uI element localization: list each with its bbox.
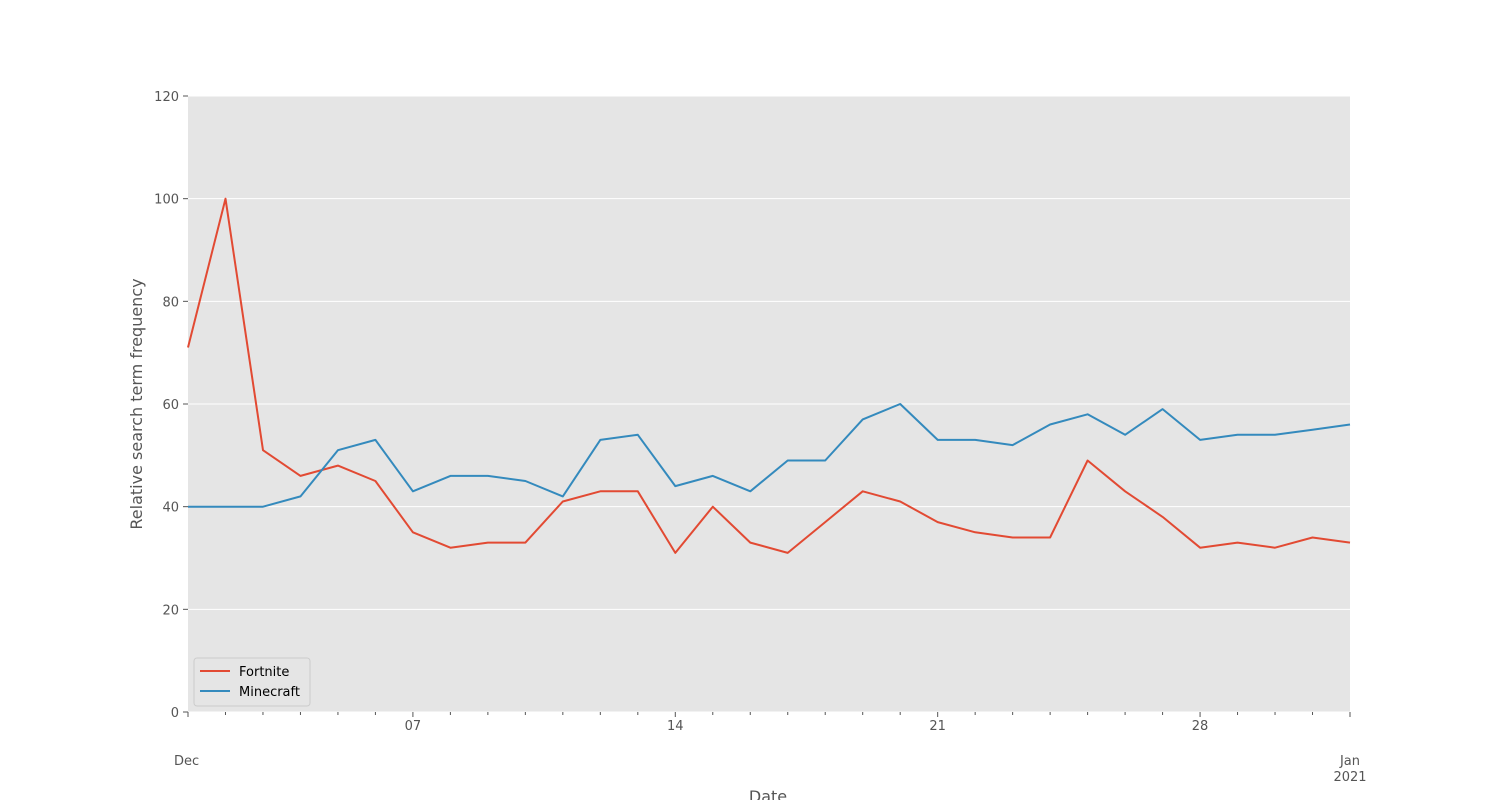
y-axis-title: Relative search term frequency [127,278,146,529]
x-axis-ticks: Dec 07 14 21 28 Jan 2021 [174,712,1367,785]
gridlines [188,95,1350,713]
x-tick-label: 21 [929,719,946,734]
y-tick-label: 80 [162,295,179,310]
y-tick-label: 60 [162,398,179,413]
y-tick-label: 20 [162,603,179,618]
series-line-minecraft [188,403,1351,508]
series-lines [187,197,1351,554]
x-tick-label: Dec [174,754,199,769]
y-tick-label: 100 [154,193,179,208]
x-tick-label: 28 [1192,719,1209,734]
x-tick-label: 07 [405,719,422,734]
x-axis-title: Date [749,787,787,800]
y-tick-label: 120 [154,90,179,105]
legend-label-fortnite: Fortnite [239,665,289,680]
y-tick-label: 40 [162,501,179,516]
x-tick-label: 14 [667,719,684,734]
series-line-fortnite [187,197,1351,554]
x-tick-label: Jan 2021 [1333,754,1366,785]
legend: Fortnite Minecraft [193,657,311,707]
y-axis-ticks: 0 20 40 60 80 100 120 [154,90,188,721]
legend-label-minecraft: Minecraft [239,685,300,700]
y-tick-label: 0 [171,706,179,721]
